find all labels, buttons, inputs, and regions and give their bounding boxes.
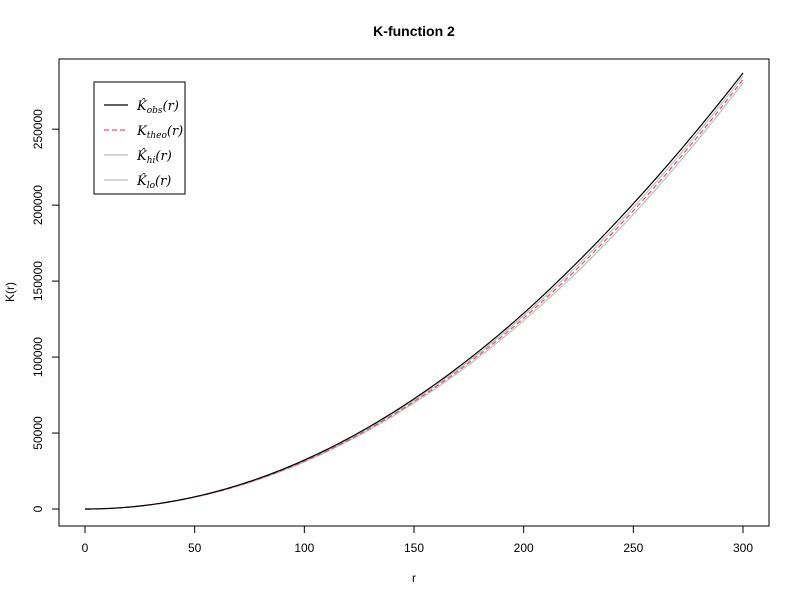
legend-label-obs: K̂obs(r) [136, 98, 179, 116]
y-tick-label: 150000 [31, 261, 45, 301]
y-tick-label: 100000 [31, 337, 45, 377]
x-tick-label: 0 [82, 541, 89, 555]
chart-title: K-function 2 [373, 23, 455, 39]
x-tick-label: 50 [188, 541, 202, 555]
series-line-theo [84, 79, 744, 510]
y-tick-label: 250000 [31, 109, 45, 149]
legend-label-lo: K̂lo(r) [136, 173, 171, 191]
legend-label-hi: K̂hi(r) [136, 148, 172, 166]
series-line-obs [84, 72, 744, 510]
x-axis: 0 50 100 150 200 250 300 [82, 525, 753, 555]
y-tick-label: 50000 [31, 416, 45, 450]
x-tick-label: 150 [404, 541, 424, 555]
y-tick-label: 0 [31, 505, 45, 512]
legend: K̂obs(r) Ktheo(r) K̂hi(r) K̂lo(r) [93, 81, 186, 195]
y-axis-label: K(r) [3, 282, 17, 302]
y-tick-label: 200000 [31, 185, 45, 225]
curves [84, 72, 744, 510]
y-axis: 0 50000 100000 150000 200000 250000 [31, 109, 60, 512]
x-tick-label: 300 [733, 541, 753, 555]
x-tick-label: 250 [623, 541, 643, 555]
x-tick-label: 200 [514, 541, 534, 555]
x-axis-label: r [412, 571, 416, 585]
legend-box [93, 81, 186, 195]
x-tick-label: 100 [294, 541, 314, 555]
legend-label-theo: Ktheo(r) [136, 124, 183, 141]
